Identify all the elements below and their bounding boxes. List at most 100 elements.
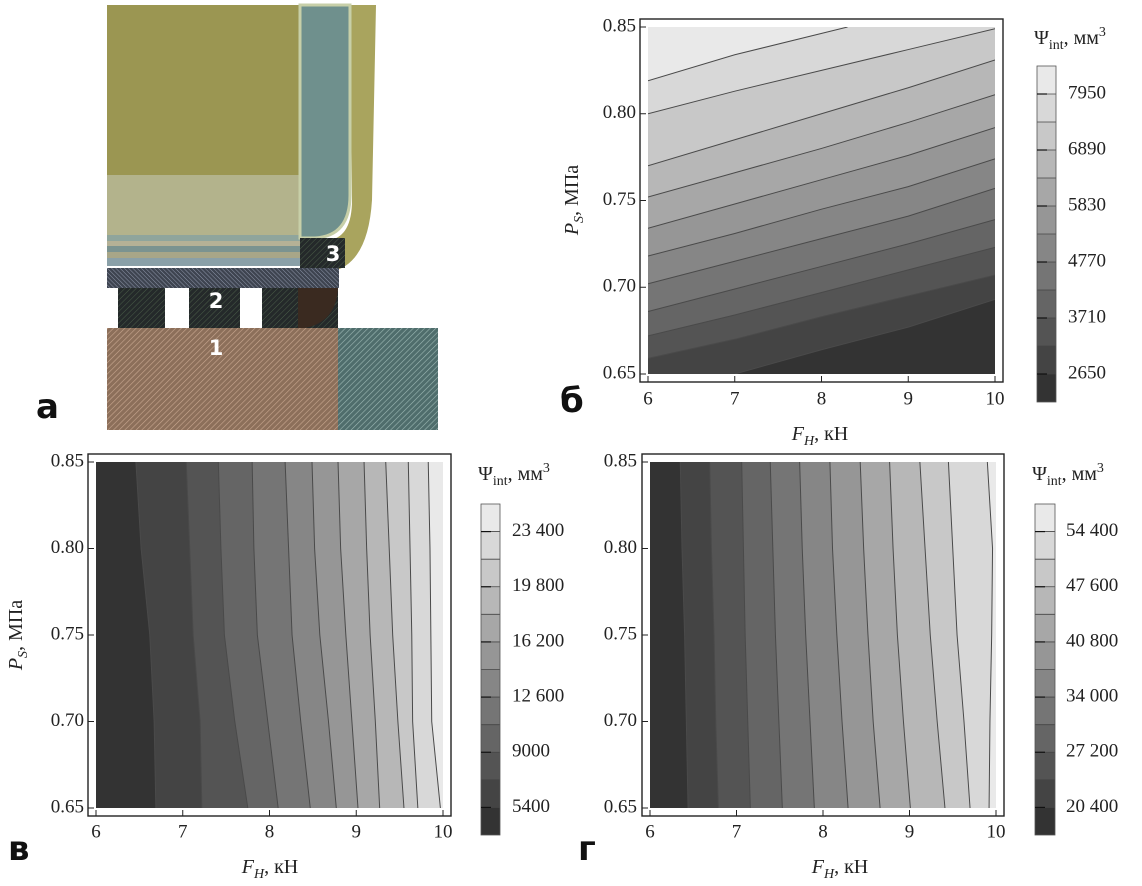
label-part: , кН	[834, 856, 868, 878]
label-part: , мм	[508, 463, 544, 485]
colorbar-band	[481, 614, 500, 642]
colorbar-band	[481, 587, 500, 615]
colorbar-tick-label: 3710	[1068, 306, 1106, 327]
label-part: F	[791, 423, 805, 445]
panel-label: б	[560, 381, 584, 421]
y-tick-label: 0.65	[603, 362, 636, 383]
x-tick-label: 8	[817, 388, 827, 409]
axis-label: FH, кН	[811, 856, 869, 882]
colorbar-band	[1037, 318, 1056, 346]
layer	[107, 252, 301, 258]
x-tick-label: 10	[987, 821, 1006, 842]
axis-label: Ψint, мм3	[478, 461, 550, 489]
y-tick-label: 0.75	[603, 189, 636, 210]
label-part: Ψ	[1032, 463, 1047, 485]
colorbar-tick-label: 47 600	[1066, 575, 1118, 596]
layer	[107, 175, 301, 235]
x-tick-label: 10	[434, 821, 453, 842]
colorbar-tick-label: 9000	[512, 741, 550, 762]
layer	[107, 268, 339, 288]
part-label: 3	[326, 242, 341, 266]
y-tick-label: 0.75	[51, 623, 84, 644]
colorbar-band	[1037, 94, 1056, 122]
colorbar-band	[1035, 642, 1055, 670]
colorbar-band	[1035, 559, 1055, 587]
panel-label: а	[36, 387, 59, 427]
colorbar-tick-label: 16 200	[512, 630, 564, 651]
colorbar-band	[1035, 752, 1055, 780]
x-tick-label: 6	[645, 821, 655, 842]
label-part: , мм	[1062, 463, 1098, 485]
colorbar-band	[1037, 262, 1056, 290]
axis-label: PS, МПа	[5, 600, 31, 671]
axis-label: Ψint, мм3	[1034, 25, 1106, 53]
part-label: 2	[209, 289, 224, 313]
colorbar-tick-label: 5400	[512, 796, 550, 817]
panel-label: г	[578, 829, 596, 869]
colorbar-band	[1037, 150, 1056, 178]
layer	[107, 246, 301, 252]
y-tick-label: 0.80	[604, 537, 637, 558]
layer	[107, 241, 301, 246]
colorbar-band	[1035, 697, 1055, 725]
label-part: F	[241, 856, 255, 878]
colorbar-band	[481, 780, 500, 808]
gap	[240, 288, 262, 328]
colorbar-band	[1035, 504, 1055, 532]
x-tick-label: 6	[91, 821, 101, 842]
axis-label: Ψint, мм3	[1032, 461, 1104, 489]
colorbar-band	[481, 752, 500, 780]
axis-label: PS, МПа	[561, 165, 587, 236]
label-part: P	[5, 658, 27, 671]
axis-label: FH, кН	[791, 423, 849, 449]
colorbar-tick-label: 34 000	[1066, 685, 1118, 706]
label-part: S	[16, 651, 31, 658]
colorbar-tick-label: 20 400	[1066, 796, 1118, 817]
colorbar-band	[481, 807, 500, 835]
colorbar-band	[481, 725, 500, 753]
colorbar-tick-label: 40 800	[1066, 630, 1118, 651]
figure: 1 2 3 а б в г 6789100.650.700.750.800.85…	[0, 0, 1142, 886]
contour-area	[96, 462, 443, 808]
colorbar-band	[1035, 725, 1055, 753]
colorbar-tick-label: 54 400	[1066, 520, 1118, 541]
colorbar-band	[1037, 66, 1056, 94]
axis-label: FH, кН	[241, 856, 299, 882]
colorbar-band	[481, 670, 500, 698]
colorbar-band	[1037, 178, 1056, 206]
colorbar-band	[1037, 234, 1056, 262]
x-tick-label: 10	[986, 388, 1005, 409]
label-part: int	[1047, 474, 1062, 489]
label-part: 3	[1097, 461, 1104, 476]
colorbar-band	[1035, 587, 1055, 615]
colorbar-band	[481, 559, 500, 587]
colorbar-tick-label: 2650	[1068, 362, 1106, 383]
colorbar-tick-label: 7950	[1068, 82, 1106, 103]
colorbar-tick-label: 5830	[1068, 194, 1106, 215]
x-tick-label: 7	[730, 388, 740, 409]
label-part: Ψ	[478, 463, 493, 485]
y-tick-label: 0.65	[51, 796, 84, 817]
y-tick-label: 0.70	[51, 710, 84, 731]
colorbar-band	[1037, 346, 1056, 374]
label-part: P	[561, 223, 583, 236]
x-tick-label: 7	[178, 821, 188, 842]
colorbar-tick-label: 27 200	[1066, 741, 1118, 762]
label-part: , мм	[1064, 27, 1100, 49]
label-part: Ψ	[1034, 27, 1049, 49]
x-tick-label: 8	[265, 821, 275, 842]
colorbar-band	[1035, 807, 1055, 835]
label-part: S	[572, 216, 587, 223]
label-part: 3	[1099, 25, 1106, 40]
x-tick-label: 6	[643, 388, 653, 409]
colorbar-band	[1037, 290, 1056, 318]
y-tick-label: 0.85	[603, 15, 636, 36]
colorbar-band	[481, 532, 500, 560]
gap	[165, 288, 189, 328]
y-tick-label: 0.80	[51, 537, 84, 558]
colorbar-band	[1037, 122, 1056, 150]
y-tick-label: 0.65	[604, 796, 637, 817]
label-part: int	[1049, 38, 1064, 53]
colorbar-band	[1035, 780, 1055, 808]
colorbar-band	[481, 697, 500, 725]
